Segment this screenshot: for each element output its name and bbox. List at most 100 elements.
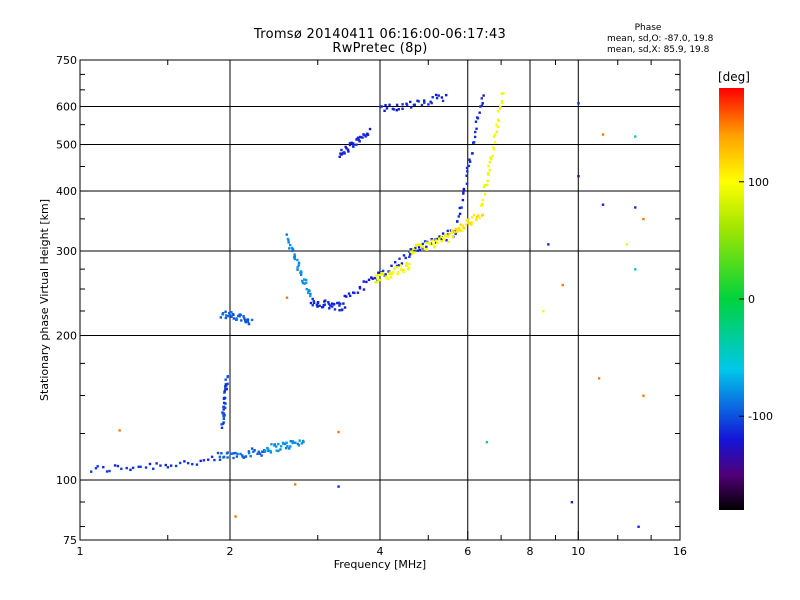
data-point bbox=[371, 277, 374, 280]
data-point bbox=[356, 291, 360, 294]
data-point bbox=[288, 247, 291, 250]
data-point bbox=[242, 315, 245, 318]
data-point bbox=[232, 452, 235, 455]
data-point bbox=[289, 440, 292, 443]
data-point bbox=[373, 276, 377, 280]
data-point bbox=[220, 426, 224, 430]
data-point bbox=[412, 247, 415, 251]
data-point bbox=[131, 466, 135, 470]
data-point bbox=[458, 229, 462, 232]
data-point bbox=[391, 272, 394, 275]
data-point bbox=[329, 304, 332, 307]
data-point bbox=[264, 449, 267, 453]
data-point bbox=[96, 465, 99, 468]
data-point bbox=[252, 450, 255, 453]
data-point bbox=[488, 160, 492, 164]
data-point bbox=[239, 452, 242, 456]
data-point bbox=[478, 111, 481, 114]
data-point bbox=[458, 206, 462, 210]
data-point bbox=[336, 301, 339, 305]
data-point bbox=[89, 470, 93, 473]
data-point bbox=[601, 203, 605, 206]
data-point bbox=[397, 264, 401, 267]
data-point bbox=[391, 107, 395, 111]
data-point bbox=[468, 158, 471, 161]
data-point bbox=[408, 262, 411, 266]
data-point bbox=[236, 452, 239, 456]
data-point bbox=[232, 317, 236, 320]
data-point bbox=[279, 448, 282, 451]
data-point bbox=[293, 257, 297, 261]
data-point bbox=[108, 469, 111, 473]
data-point bbox=[441, 99, 445, 103]
data-point bbox=[465, 223, 468, 226]
y-tick-label: 300 bbox=[56, 245, 77, 258]
data-point bbox=[376, 278, 379, 281]
data-point bbox=[487, 164, 490, 168]
data-point bbox=[368, 127, 372, 131]
data-point bbox=[421, 246, 425, 249]
data-point bbox=[410, 250, 414, 253]
data-point bbox=[328, 307, 331, 310]
data-point bbox=[239, 313, 242, 317]
data-point bbox=[288, 243, 292, 247]
data-point bbox=[367, 278, 371, 281]
data-point bbox=[493, 133, 497, 136]
colorbar-tick-label: 0 bbox=[748, 293, 755, 306]
data-point bbox=[304, 278, 308, 282]
data-point bbox=[222, 417, 226, 420]
data-point bbox=[246, 320, 250, 323]
data-point bbox=[343, 294, 346, 298]
data-point bbox=[482, 94, 485, 97]
data-point bbox=[407, 268, 410, 271]
data-point bbox=[577, 174, 580, 178]
data-point bbox=[382, 273, 385, 276]
data-point bbox=[402, 270, 405, 274]
data-point bbox=[312, 300, 316, 303]
data-point bbox=[495, 130, 499, 134]
data-point bbox=[345, 147, 348, 150]
data-point bbox=[467, 218, 470, 221]
data-point bbox=[234, 451, 237, 455]
data-point bbox=[440, 239, 443, 243]
data-point bbox=[316, 305, 319, 308]
data-point bbox=[478, 216, 481, 220]
data-point bbox=[418, 248, 422, 252]
data-point bbox=[330, 302, 334, 305]
data-point bbox=[169, 464, 173, 467]
x-tick-label: 16 bbox=[673, 545, 687, 558]
data-point bbox=[277, 449, 280, 453]
data-point bbox=[216, 451, 220, 455]
data-point bbox=[414, 246, 417, 250]
data-point bbox=[299, 273, 303, 277]
data-point bbox=[338, 155, 341, 159]
data-point bbox=[207, 458, 210, 461]
data-point bbox=[311, 304, 314, 307]
data-point bbox=[333, 308, 337, 311]
data-point bbox=[408, 255, 411, 259]
data-point bbox=[422, 99, 426, 102]
data-point bbox=[341, 308, 344, 311]
y-tick-label: 750 bbox=[56, 54, 77, 67]
phase-stat-x: mean, sd,X: 85.9, 19.8 bbox=[607, 45, 710, 55]
data-point bbox=[542, 309, 545, 313]
data-point bbox=[500, 100, 504, 103]
data-point bbox=[102, 465, 105, 469]
phase-colorbar: 100 0 -100 bbox=[719, 88, 773, 510]
data-point bbox=[116, 464, 120, 468]
data-point bbox=[342, 302, 345, 305]
data-point bbox=[474, 130, 477, 134]
data-point bbox=[405, 102, 408, 105]
tick-layer: 1 2 4 6 8 10 16 75 100 200 300 400 500 600 750 bbox=[56, 54, 687, 558]
data-point bbox=[418, 243, 422, 247]
data-point bbox=[191, 462, 194, 466]
data-point bbox=[312, 301, 316, 305]
data-point bbox=[219, 316, 223, 319]
data-point bbox=[434, 93, 438, 97]
data-point bbox=[457, 215, 460, 218]
data-point bbox=[285, 446, 288, 450]
y-tick-label: 200 bbox=[56, 330, 77, 343]
data-point bbox=[237, 314, 240, 318]
data-point bbox=[291, 440, 295, 443]
